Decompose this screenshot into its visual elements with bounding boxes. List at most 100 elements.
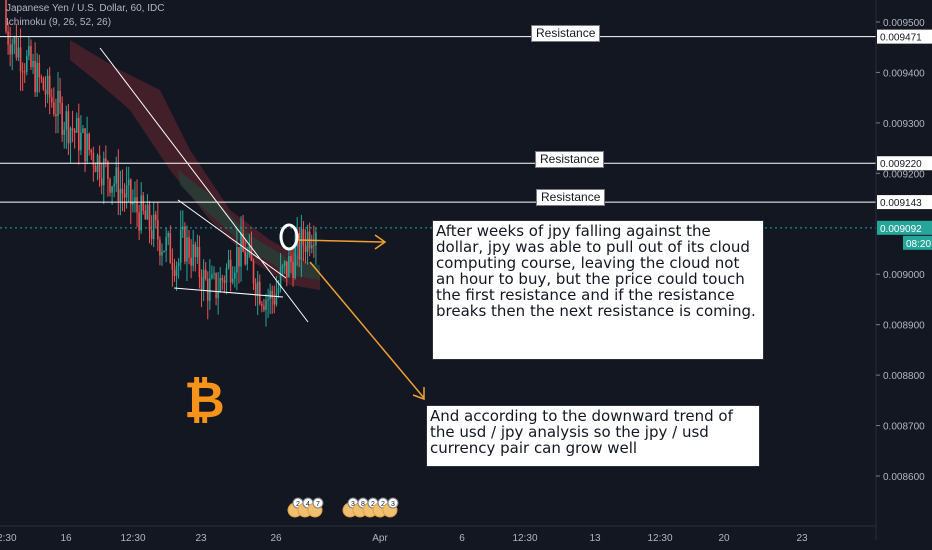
candle-body <box>236 247 238 273</box>
candle-body <box>32 60 34 67</box>
event-count-badge <box>312 497 324 509</box>
candle-body <box>173 269 176 277</box>
candle-body <box>7 31 9 45</box>
arrow-right-line <box>297 239 385 243</box>
event-count: 3 <box>391 501 395 508</box>
candle-body <box>125 185 128 198</box>
candle-body <box>277 288 280 294</box>
candle-body <box>152 214 155 240</box>
event-count: 8 <box>361 501 365 508</box>
resistance-label[interactable]: Resistance <box>535 151 605 168</box>
candle-body <box>86 133 88 162</box>
price-label-box <box>877 195 932 210</box>
time-axis[interactable]: 12:30 16 12:30 23 26 Apr 6 12:30 13 12:30 20 23 <box>0 525 876 544</box>
candle-body <box>98 155 101 179</box>
indicator-title[interactable]: Ichimoku (9, 26, 52, 26) <box>6 17 112 28</box>
breakout-circle-icon <box>279 223 299 251</box>
candle-body <box>80 132 82 151</box>
candle-body <box>175 266 178 277</box>
candle-body <box>46 75 49 95</box>
price-axis[interactable]: 0.009500 0.009400 0.009300 0.009200 0.009000… <box>875 0 932 540</box>
time-tick-label: 23 <box>796 533 808 544</box>
candle-body <box>288 256 290 278</box>
price-tick-label: 0.008900 <box>883 321 925 332</box>
candle-body <box>28 46 30 56</box>
price-tick-label: 0.009500 <box>883 18 925 29</box>
candle-body <box>121 189 124 194</box>
arrow-down-head-icon <box>412 387 425 401</box>
candle-body <box>53 102 55 115</box>
candle-body <box>130 179 132 205</box>
last-price-box <box>877 220 932 235</box>
price-tick-label: 0.008800 <box>883 371 925 382</box>
candle-body <box>188 237 190 258</box>
price-label-value: 0.009220 <box>880 159 922 170</box>
arrow-down-line <box>309 261 425 399</box>
candle-body <box>88 133 90 150</box>
candle-body <box>283 261 286 266</box>
candle-body <box>119 189 122 202</box>
candle-body <box>177 262 180 267</box>
price-tick-label: 0.009000 <box>883 270 925 281</box>
candle-body <box>242 233 244 252</box>
candle-body <box>36 62 38 93</box>
candle-body <box>206 278 209 301</box>
candle-body <box>229 259 232 283</box>
analysis-note[interactable]: After weeks of jpy falling against the d… <box>432 220 764 360</box>
candle-body <box>38 62 41 78</box>
candle-body <box>123 193 126 198</box>
time-tick-label: 6 <box>459 533 465 544</box>
time-tick-label: 20 <box>718 533 730 544</box>
candle-body <box>269 290 271 300</box>
bitcoin-icon: ₿ <box>184 371 225 429</box>
candle-body <box>94 165 97 173</box>
candle-body <box>48 75 51 98</box>
candle-body <box>225 267 228 283</box>
trend-note[interactable]: And according to the downward trend of t… <box>426 405 760 467</box>
candle-body <box>217 291 219 299</box>
candle-body <box>13 37 16 45</box>
candle-body <box>290 256 292 262</box>
candle-body <box>248 245 251 255</box>
candle-body <box>223 280 226 283</box>
candle-body <box>134 197 136 203</box>
candle-body <box>71 128 74 131</box>
candle-body <box>169 233 172 264</box>
event-count-badge <box>387 497 399 509</box>
candle-body <box>286 261 288 278</box>
resistance-label[interactable]: Resistance <box>536 189 606 206</box>
candle-body <box>273 298 276 305</box>
candle-body <box>157 220 159 240</box>
candle-body <box>310 245 313 249</box>
candle-body <box>221 278 224 281</box>
candle-body <box>78 117 80 151</box>
candle-body <box>132 202 134 205</box>
candle-body <box>238 247 240 267</box>
chart-header: Japanese Yen / U.S. Dollar, 60, IDC Ichi… <box>6 2 164 30</box>
candle-body <box>298 233 301 260</box>
candle-body <box>219 278 222 292</box>
candle-body <box>5 0 7 32</box>
candle-body <box>69 128 72 144</box>
symbol-title[interactable]: Japanese Yen / U.S. Dollar, 60, IDC <box>6 3 165 14</box>
candle-body <box>261 303 263 306</box>
candle-body <box>67 111 70 144</box>
candle-body <box>227 259 230 268</box>
candle-body <box>57 90 59 116</box>
trend-line-upper <box>177 199 287 279</box>
candle-body <box>263 305 265 310</box>
candle-body <box>63 129 66 135</box>
candle-body <box>142 195 145 211</box>
candle-body <box>73 130 76 133</box>
event-count: 2 <box>381 501 385 508</box>
candle-body <box>179 229 182 263</box>
last-price-value: 0.009092 <box>880 224 922 235</box>
resistance-label[interactable]: Resistance <box>531 25 601 42</box>
countdown-box <box>903 235 932 250</box>
candle-body <box>50 97 53 103</box>
candle-body <box>313 245 315 247</box>
cloud-green-area <box>178 170 320 280</box>
candle-body <box>234 272 236 279</box>
